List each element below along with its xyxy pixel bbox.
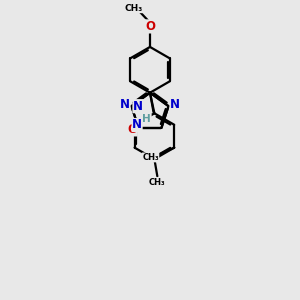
Text: N: N [133,100,143,113]
Text: CH₃: CH₃ [142,153,159,162]
Text: N: N [170,98,180,111]
Text: O: O [145,20,155,33]
Text: CH₃: CH₃ [149,178,166,187]
Text: CH₃: CH₃ [125,4,143,13]
Text: O: O [127,123,137,136]
Text: N: N [132,118,142,131]
Text: N: N [120,98,130,111]
Text: H: H [142,114,151,124]
